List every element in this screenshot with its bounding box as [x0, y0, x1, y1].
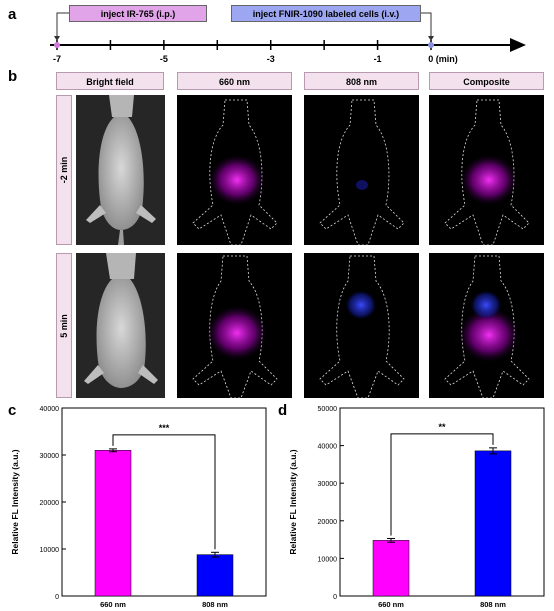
fluor-660nm-image-5min [177, 253, 292, 398]
chart-d: 0 10000 20000 30000 40000 50000 Relative FL In… [288, 406, 545, 609]
bar [196, 554, 234, 597]
timeline: -7 -5 -3 -1 0 (min) [50, 12, 526, 64]
row-label-minus2: -2 min [56, 95, 72, 245]
plot-frame [61, 407, 267, 597]
plot-frame [339, 407, 545, 597]
panel-label-a: a [8, 6, 17, 23]
inject-fnir1090-box: inject FNIR-1090 labeled cells (i.v.) [231, 5, 421, 22]
y-axis-label: Relative FL Intensity (a.u.) [288, 449, 298, 554]
y-tick-label: 40000 [40, 406, 60, 413]
panel-label-b: b [8, 68, 18, 85]
significance-bracket [390, 433, 494, 536]
composite-image-minus2 [429, 95, 544, 245]
y-axis-label: Relative FL Intensity (a.u.) [10, 449, 20, 554]
timeline-tick-label: 0 (min) [428, 54, 458, 64]
bar [94, 450, 132, 597]
y-tick-label: 10000 [318, 556, 338, 563]
y-tick-label: 0 [55, 594, 59, 601]
y-tick-label: 10000 [40, 547, 60, 554]
brightfield-image-minus2 [76, 95, 165, 245]
bar [474, 450, 512, 597]
timeline-tick-label: -3 [267, 54, 275, 64]
col-header-brightfield: Bright field [56, 72, 164, 90]
significance-label: *** [159, 423, 170, 433]
timeline-arrowhead [510, 38, 526, 52]
significance-label: ** [438, 422, 446, 432]
col-header-808nm: 808 nm [304, 72, 419, 90]
x-tick-label: 808 nm [202, 600, 228, 609]
bar [372, 540, 410, 597]
col-header-composite: Composite [429, 72, 544, 90]
inject1-arrow-line [56, 12, 69, 37]
x-tick-label: 660 nm [100, 600, 126, 609]
inject2-arrowhead [428, 36, 434, 41]
y-tick-label: 50000 [318, 406, 338, 413]
y-tick-label: 30000 [318, 481, 338, 488]
timeline-tick-label: -5 [160, 54, 168, 64]
inject-ir765-box: inject IR-765 (i.p.) [69, 5, 207, 22]
timeline-tick-label: -7 [53, 54, 61, 64]
timeline-tick-label: -1 [374, 54, 382, 64]
marker-inject2 [428, 42, 434, 48]
y-tick-label: 20000 [318, 519, 338, 526]
chart-c: 0 10000 20000 30000 40000 Relative FL Intensi… [10, 406, 267, 609]
x-tick-label: 660 nm [378, 600, 404, 609]
marker-inject1 [54, 42, 60, 48]
brightfield-image-5min [76, 253, 165, 398]
x-tick-label: 808 nm [480, 600, 506, 609]
fluor-660nm-image-minus2 [177, 95, 292, 245]
composite-image-5min [429, 253, 544, 398]
inject1-arrowhead [54, 36, 60, 41]
significance-bracket [112, 434, 216, 550]
y-tick-label: 30000 [40, 453, 60, 460]
panel-label-d: d [278, 402, 288, 419]
y-tick-label: 0 [333, 594, 337, 601]
fluor-808nm-image-minus2 [304, 95, 419, 245]
y-tick-label: 40000 [318, 444, 338, 451]
panel-label-c: c [8, 402, 17, 419]
row-label-5min: 5 min [56, 253, 72, 398]
y-tick-label: 20000 [40, 500, 60, 507]
fluor-808nm-image-5min [304, 253, 419, 398]
col-header-660nm: 660 nm [177, 72, 292, 90]
inject2-arrow-line [421, 12, 432, 37]
